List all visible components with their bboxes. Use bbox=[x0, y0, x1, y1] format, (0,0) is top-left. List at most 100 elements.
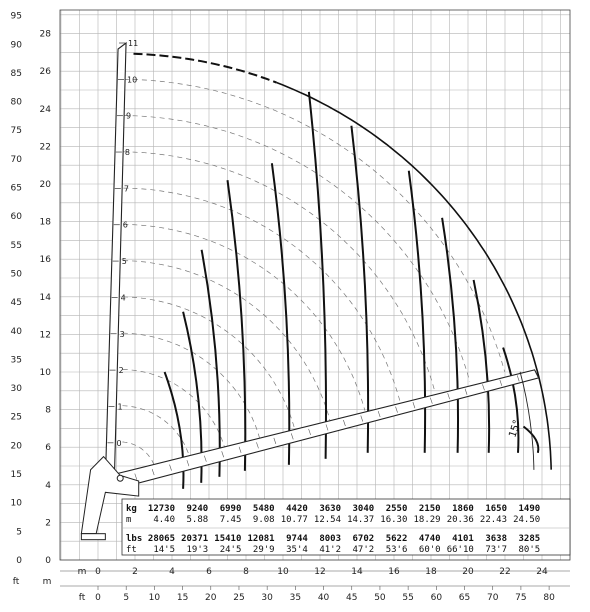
tick-label-xm: 12 bbox=[314, 567, 325, 577]
crane-foot bbox=[80, 533, 106, 541]
tick-label-ym: 22 bbox=[40, 142, 51, 152]
load-curve bbox=[407, 170, 427, 453]
reach-arc bbox=[123, 223, 366, 411]
tick-label-ym: 20 bbox=[40, 180, 52, 190]
load-table-ft-cell: 24'5 bbox=[220, 545, 242, 555]
boom-section-mark bbox=[221, 451, 224, 458]
boom-section-mark bbox=[412, 402, 416, 409]
envelope-solid bbox=[276, 81, 552, 470]
tick-label-ym: 4 bbox=[45, 481, 51, 491]
tick-label-xft: 40 bbox=[318, 593, 330, 603]
load-table-kg-cell: 12730 bbox=[148, 504, 175, 514]
tick-label-ym: 24 bbox=[40, 105, 52, 115]
boom-section-mark bbox=[377, 410, 381, 418]
tick-label-xft: 60 bbox=[431, 593, 443, 603]
tick-label-ym: 16 bbox=[40, 255, 52, 265]
reach-arc bbox=[122, 441, 156, 469]
load-table-lbs-cell: 4740 bbox=[419, 534, 441, 544]
tick-label-yft: 85 bbox=[11, 69, 22, 79]
boom-position-label: 6 bbox=[123, 221, 128, 230]
tick-label-xft: 70 bbox=[487, 593, 499, 603]
plot-border bbox=[59, 9, 571, 561]
load-table-lbs-cell: 15410 bbox=[214, 534, 241, 544]
reach-arc bbox=[122, 405, 191, 459]
load-table-lbs-cell: 28065 bbox=[148, 534, 175, 544]
boom-section-mark bbox=[238, 446, 242, 453]
min-angle-label: 15° bbox=[507, 419, 523, 439]
tick-label-yft: 20 bbox=[11, 441, 23, 451]
load-table-m-cell: 20.36 bbox=[447, 515, 474, 525]
boom-position-label: 8 bbox=[125, 148, 130, 157]
load-table-lbs-cell: 3285 bbox=[519, 534, 541, 544]
load-curve bbox=[522, 425, 540, 454]
tick-label-yft: 40 bbox=[11, 327, 23, 337]
load-table-kg-cell: 2550 bbox=[386, 504, 408, 514]
tick-label-yft: 55 bbox=[11, 241, 22, 251]
load-table-kg-cell: 6990 bbox=[220, 504, 242, 514]
load-table-ft-cell: 14'5 bbox=[153, 545, 175, 555]
load-table-lbs-cell: 8003 bbox=[319, 534, 341, 544]
tick-label-xm: 6 bbox=[206, 567, 212, 577]
reach-arc bbox=[123, 78, 506, 372]
load-curve bbox=[472, 279, 491, 453]
tick-label-yft: 70 bbox=[11, 155, 23, 165]
boom-section-mark bbox=[256, 442, 259, 449]
load-table-m-cell: 4.40 bbox=[153, 515, 175, 525]
boom-section-mark bbox=[447, 393, 450, 400]
envelope-dashed bbox=[133, 52, 277, 84]
load-curve bbox=[502, 347, 520, 453]
load-table-ft-cell: 47'2 bbox=[353, 545, 375, 555]
tick-label-xm: 2 bbox=[132, 567, 138, 577]
boom-diagram: 0 1 2 3 4 5 6 7 8 9 10 11 15° bbox=[80, 39, 540, 541]
tick-label-xm: 4 bbox=[169, 567, 175, 577]
load-table-lbs-cell: 6702 bbox=[353, 534, 375, 544]
x-axis-label-m: m bbox=[78, 567, 87, 577]
tick-label-xm: 16 bbox=[388, 567, 400, 577]
load-curve bbox=[441, 217, 460, 453]
tick-label-ym: 12 bbox=[40, 330, 51, 340]
tick-label-ym: 6 bbox=[45, 443, 51, 453]
tick-label-xft: 55 bbox=[402, 593, 413, 603]
tick-label-yft: 35 bbox=[11, 355, 22, 365]
boom-section-mark bbox=[464, 388, 468, 395]
load-table-kg-cell: 4420 bbox=[286, 504, 308, 514]
boom-section-mark bbox=[308, 428, 311, 436]
load-curve bbox=[226, 180, 247, 471]
load-table-lbs-cell: 3638 bbox=[485, 534, 507, 544]
axes: 0510152025303540455055606570758085909502… bbox=[11, 12, 570, 603]
tick-label-yft: 25 bbox=[11, 413, 22, 423]
boom-section-mark bbox=[134, 473, 138, 480]
tick-label-ym: 14 bbox=[40, 293, 52, 303]
crane-base bbox=[80, 455, 140, 535]
load-table-m-cell: 24.50 bbox=[513, 515, 540, 525]
load-table-lbs-cell: 5622 bbox=[386, 534, 408, 544]
load-table-kg-label: kg bbox=[126, 504, 137, 514]
boom-section-mark bbox=[290, 433, 294, 440]
load-table-ft-cell: 80'5 bbox=[519, 545, 541, 555]
tick-label-ym: 26 bbox=[40, 67, 52, 77]
tick-label-ym: 2 bbox=[45, 518, 51, 528]
boom-section-mark bbox=[169, 464, 172, 471]
boom-section-mark bbox=[430, 397, 433, 404]
tick-label-xft: 5 bbox=[123, 593, 129, 603]
tick-label-xm: 18 bbox=[425, 567, 437, 577]
tick-label-xm: 22 bbox=[499, 567, 510, 577]
tick-label-yft: 45 bbox=[11, 298, 22, 308]
load-table-m-cell: 12.54 bbox=[314, 515, 341, 525]
angle-arc bbox=[519, 371, 535, 470]
boom-section-mark bbox=[204, 455, 207, 462]
boom-position-label: 9 bbox=[126, 112, 131, 121]
load-curve bbox=[307, 91, 327, 459]
tick-label-yft: 0 bbox=[16, 556, 22, 566]
tick-label-xm: 8 bbox=[243, 567, 249, 577]
load-table-ft-cell: 66'10 bbox=[447, 545, 474, 555]
tick-label-yft: 95 bbox=[11, 12, 22, 22]
tick-label-yft: 60 bbox=[11, 212, 23, 222]
boom-section-mark bbox=[151, 469, 155, 476]
tick-label-ym: 18 bbox=[40, 218, 52, 228]
load-table-lbs-cell: 4101 bbox=[452, 534, 474, 544]
boom-position-label: 0 bbox=[116, 439, 121, 448]
tick-label-yft: 65 bbox=[11, 184, 22, 194]
